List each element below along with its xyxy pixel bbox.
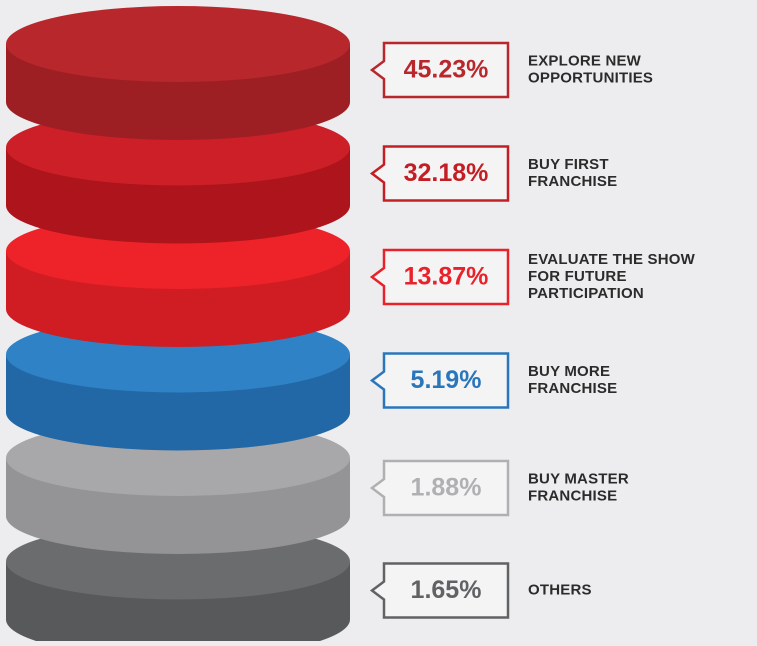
percent-callout (369, 459, 510, 517)
item-label: EVALUATE THE SHOW (528, 251, 696, 268)
percent-callout (369, 248, 510, 306)
percent-callout (369, 352, 510, 409)
item-label: PARTICIPATION (528, 285, 644, 302)
item-label: BUY MASTER (528, 470, 629, 487)
percent-value: 5.19% (411, 366, 482, 394)
percent-value: 45.23% (404, 56, 489, 84)
percent-value: 32.18% (404, 159, 489, 187)
item-label: BUY FIRST (528, 156, 609, 173)
percent-value: 1.65% (411, 576, 482, 604)
layer-top (6, 6, 350, 82)
item-label: FRANCHISE (528, 380, 617, 397)
item-label: EXPLORE NEW (528, 52, 642, 69)
item-label: BUY MORE (528, 363, 610, 380)
percent-callout (369, 41, 510, 99)
percent-callout (369, 562, 510, 619)
item-label: FOR FUTURE (528, 268, 627, 285)
item-label: FRANCHISE (528, 173, 617, 190)
percent-value: 13.87% (404, 263, 489, 291)
item-label: OTHERS (528, 581, 592, 598)
cylinder-layer (6, 6, 350, 140)
percent-value: 1.88% (411, 474, 482, 502)
percent-callout (369, 145, 510, 202)
item-label: OPPORTUNITIES (528, 69, 653, 86)
item-label: FRANCHISE (528, 487, 617, 504)
